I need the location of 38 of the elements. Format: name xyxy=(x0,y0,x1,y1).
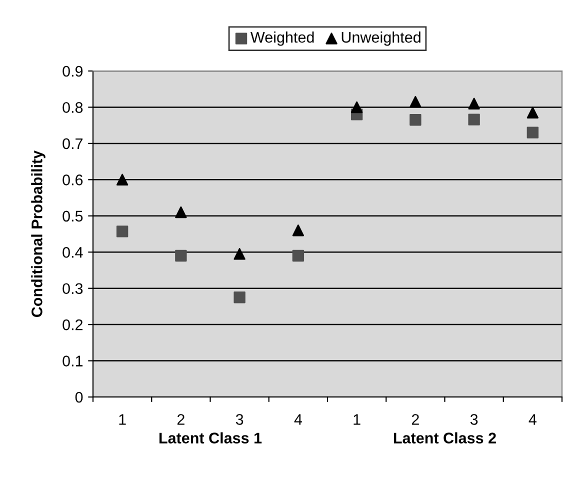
y-tick-label: 0.9 xyxy=(62,66,83,77)
point xyxy=(468,98,480,110)
point xyxy=(292,250,304,262)
point xyxy=(234,248,246,260)
y-tick-label: 0.7 xyxy=(62,138,83,150)
x-tick-label: 2 xyxy=(412,414,419,425)
legend-label: Unweighted xyxy=(342,31,420,46)
point xyxy=(410,114,422,126)
point xyxy=(410,96,422,108)
legend-label: Weighted xyxy=(250,31,314,46)
y-tick-label: 0.8 xyxy=(62,102,83,113)
point xyxy=(292,224,304,236)
y-tick-label: 0.2 xyxy=(62,319,83,330)
y-tick-label: 0.4 xyxy=(62,246,83,258)
point xyxy=(234,292,246,304)
text: Latent Class 2 xyxy=(394,432,496,444)
y-tick-label: 0.6 xyxy=(62,174,83,186)
y-tick-label: 0.5 xyxy=(62,210,83,222)
x-tick-label: 2 xyxy=(177,414,184,425)
y-tick-label: 0.1 xyxy=(62,356,83,366)
x-tick-label: 1 xyxy=(354,414,360,425)
point xyxy=(116,226,128,238)
x-tick-label: 4 xyxy=(528,414,536,425)
x-tick-label: 3 xyxy=(236,414,244,425)
x-tick-label: 4 xyxy=(294,414,302,425)
y-axis-title: Conditional Probability xyxy=(31,150,46,317)
point xyxy=(175,206,187,218)
point xyxy=(175,250,187,262)
point xyxy=(468,114,480,126)
x-tick-label: 3 xyxy=(470,414,478,425)
x-tick-label: 1 xyxy=(119,414,126,425)
point xyxy=(116,174,128,186)
point xyxy=(350,101,363,114)
point xyxy=(526,106,539,118)
point xyxy=(526,126,539,138)
y-tick-label: 0.3 xyxy=(62,283,83,294)
text: Latent Class 1 xyxy=(159,432,262,444)
y-tick-label: 0 xyxy=(75,392,83,403)
